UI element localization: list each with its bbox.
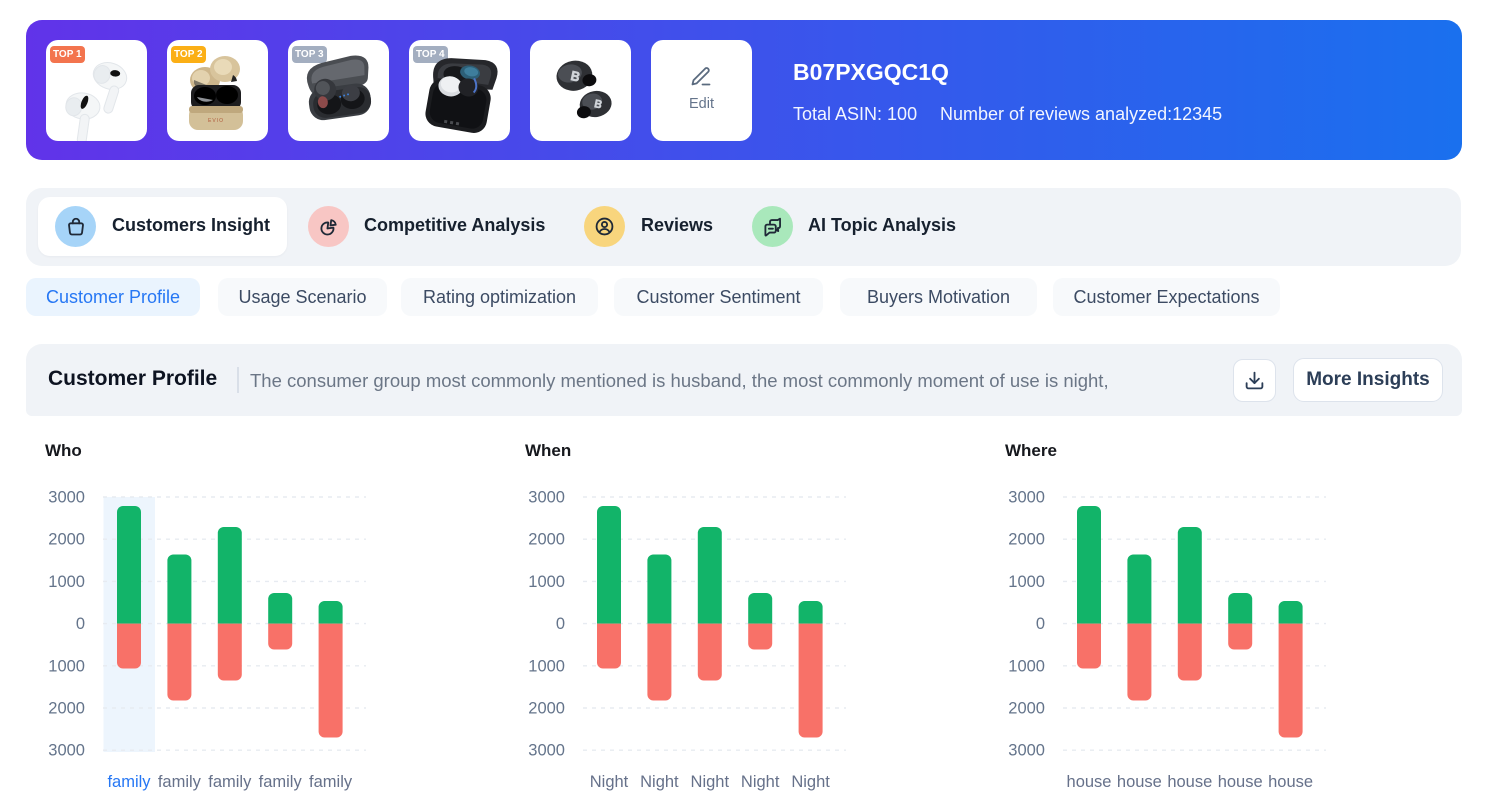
svg-text:1000: 1000 xyxy=(528,573,565,591)
svg-text:𝐁: 𝐁 xyxy=(569,68,581,85)
svg-text:Where: Where xyxy=(1005,441,1057,460)
svg-text:1000: 1000 xyxy=(1008,657,1045,675)
svg-text:Night: Night xyxy=(741,773,780,791)
svg-text:1000: 1000 xyxy=(48,573,85,591)
svg-text:2000: 2000 xyxy=(528,700,565,718)
svg-text:1000: 1000 xyxy=(48,657,85,675)
svg-text:EVIO: EVIO xyxy=(208,118,224,124)
svg-text:house: house xyxy=(1167,773,1212,791)
svg-text:Night: Night xyxy=(590,773,629,791)
svg-text:3000: 3000 xyxy=(48,489,85,507)
svg-text:family: family xyxy=(208,773,252,791)
svg-text:3000: 3000 xyxy=(528,742,565,760)
svg-text:house: house xyxy=(1067,773,1112,791)
svg-text:0: 0 xyxy=(76,615,85,633)
svg-text:2000: 2000 xyxy=(1008,531,1045,549)
svg-text:3000: 3000 xyxy=(48,742,85,760)
svg-text:2000: 2000 xyxy=(528,531,565,549)
svg-text:family: family xyxy=(158,773,202,791)
svg-text:When: When xyxy=(525,441,571,460)
svg-text:0: 0 xyxy=(556,615,565,633)
svg-text:Night: Night xyxy=(691,773,730,791)
svg-text:2000: 2000 xyxy=(1008,700,1045,718)
svg-text:house: house xyxy=(1117,773,1162,791)
svg-text:3000: 3000 xyxy=(1008,489,1045,507)
svg-text:1000: 1000 xyxy=(528,657,565,675)
svg-text:2000: 2000 xyxy=(48,531,85,549)
svg-text:family: family xyxy=(259,773,303,791)
svg-text:3000: 3000 xyxy=(1008,742,1045,760)
svg-text:Night: Night xyxy=(640,773,679,791)
svg-text:family: family xyxy=(309,773,353,791)
svg-text:2000: 2000 xyxy=(48,700,85,718)
svg-text:𝐁: 𝐁 xyxy=(593,98,603,111)
svg-text:Night: Night xyxy=(791,773,830,791)
svg-text:house: house xyxy=(1218,773,1263,791)
svg-text:house: house xyxy=(1268,773,1313,791)
svg-text:3000: 3000 xyxy=(528,489,565,507)
svg-text:0: 0 xyxy=(1036,615,1045,633)
svg-text:Who: Who xyxy=(45,441,82,460)
svg-text:family: family xyxy=(107,773,151,791)
svg-text:1000: 1000 xyxy=(1008,573,1045,591)
